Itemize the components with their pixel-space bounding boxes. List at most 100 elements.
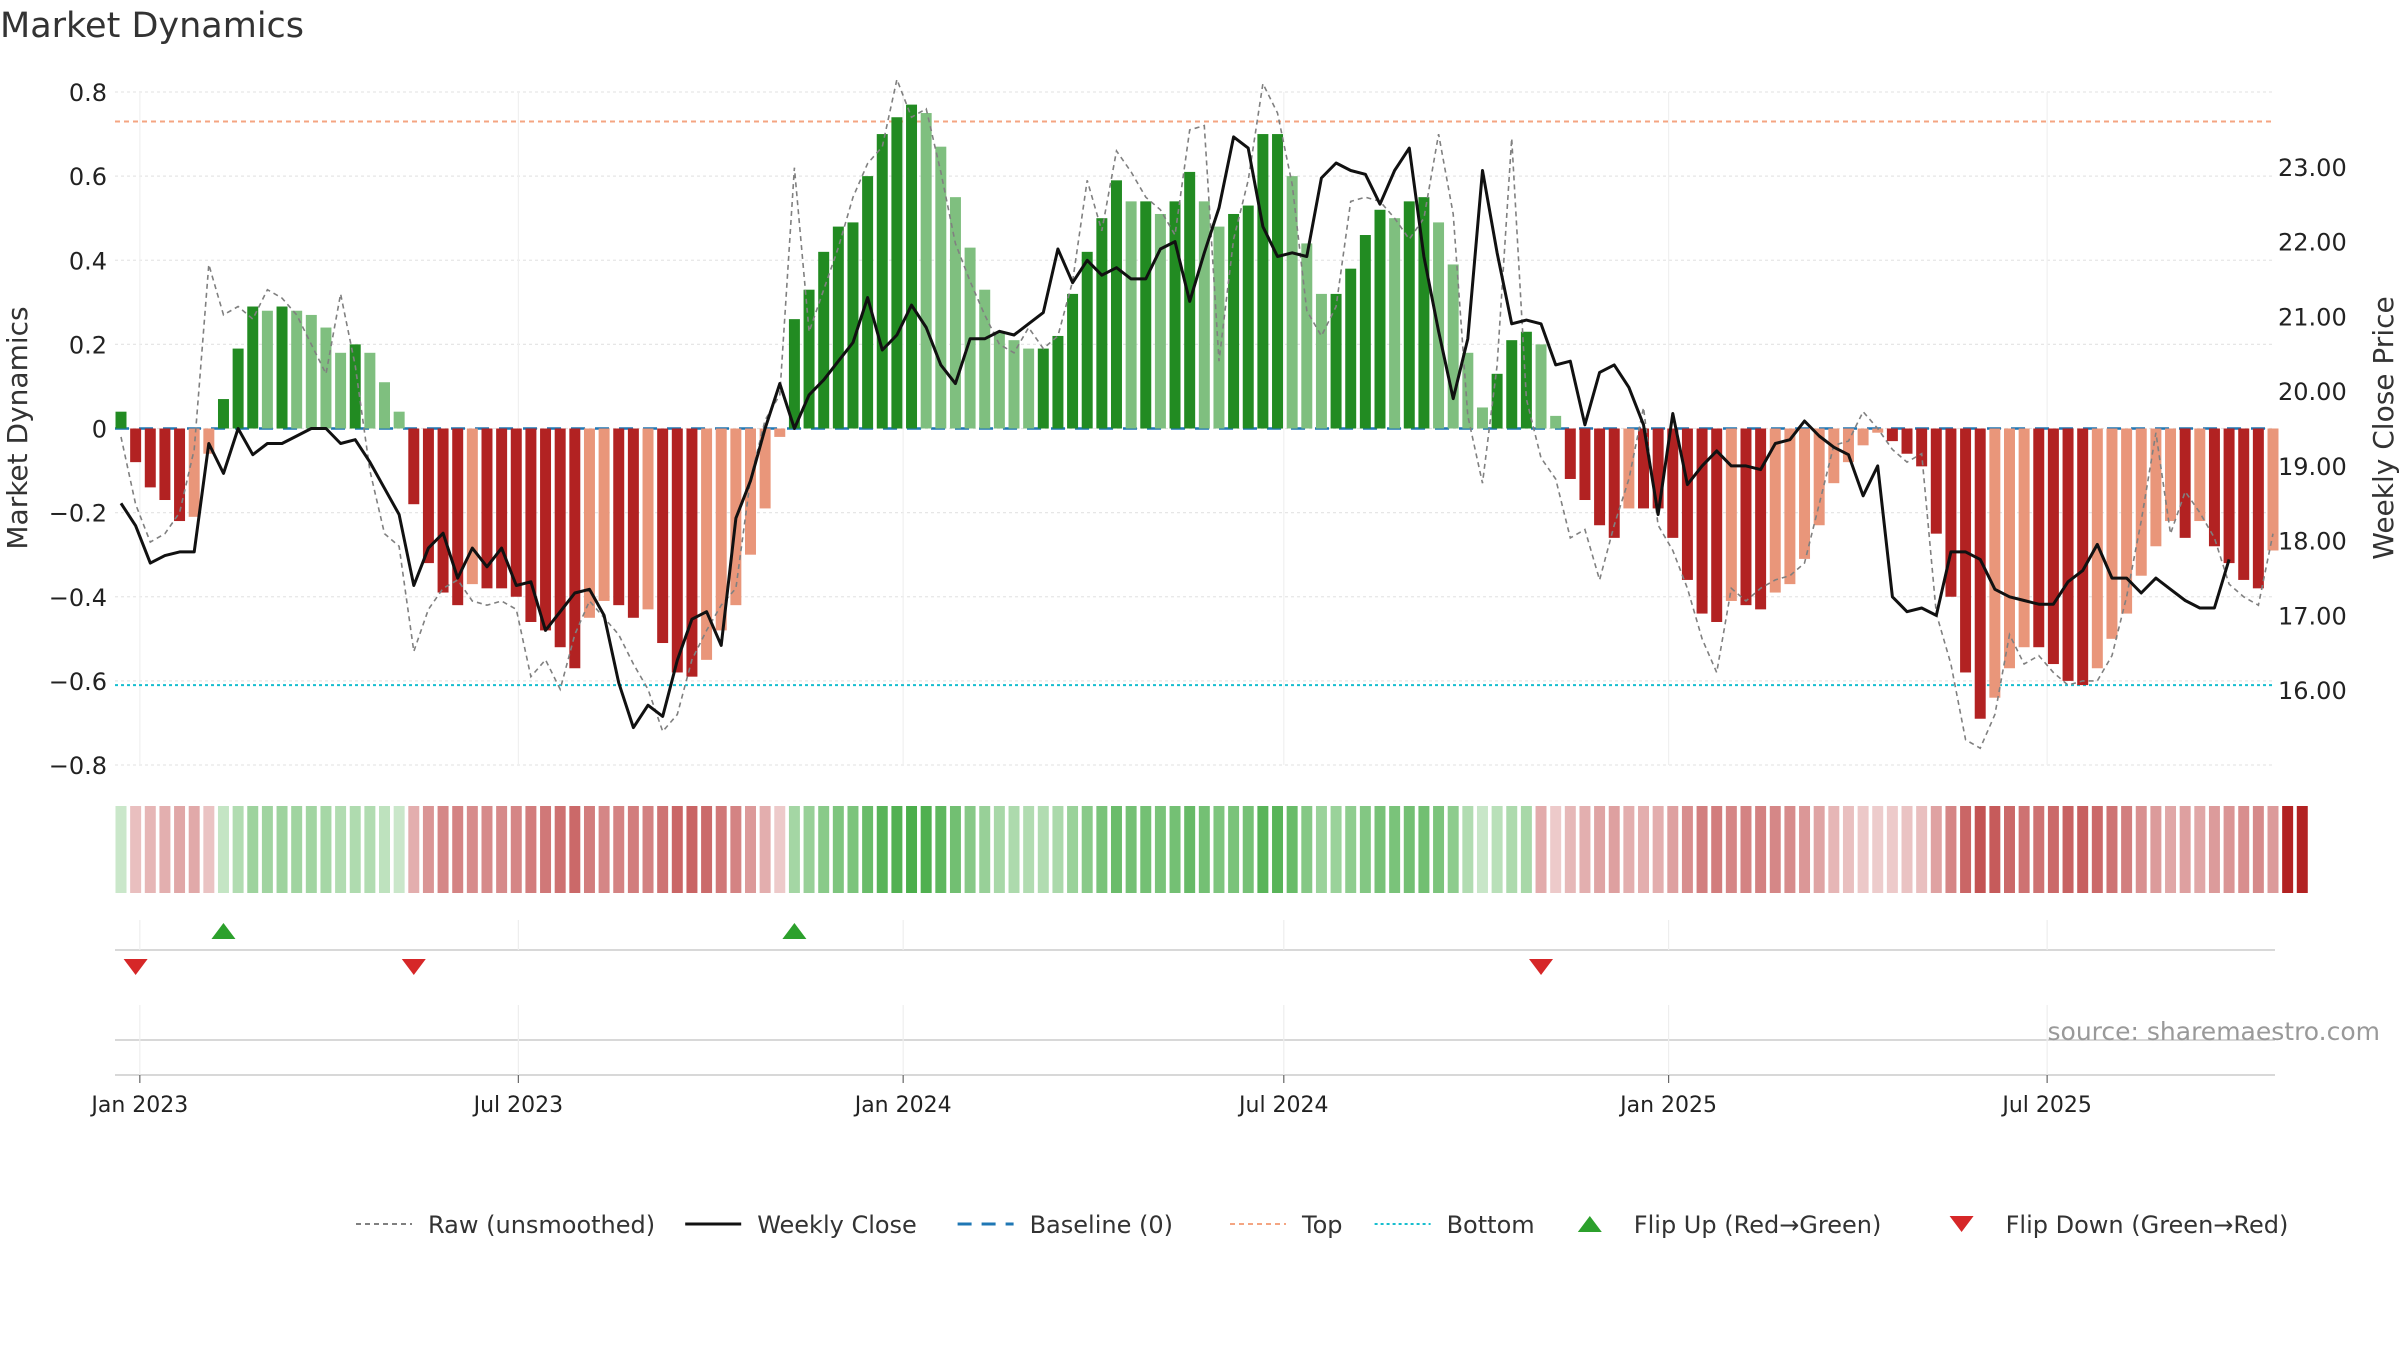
dynamics-bar [1579,428,1591,501]
regime-cell [1740,806,1752,893]
dynamics-bar [759,428,771,509]
regime-cell [1272,806,1284,893]
dynamics-bar [2004,428,2015,669]
legend-label: Weekly Close [757,1211,917,1239]
regime-cell [627,806,639,893]
dynamics-bar [1608,428,1620,538]
regime-cell [583,806,595,893]
regime-cell [1974,806,1986,893]
regime-cell [305,806,317,893]
regime-cell [2018,806,2030,893]
regime-cell [1506,806,1518,893]
dynamics-bar [130,428,142,463]
regime-cell [876,806,888,893]
regime-cell [1140,806,1152,893]
dynamics-bar [349,344,361,429]
dynamics-bar [2165,428,2177,522]
weekly-close-line [119,135,2231,730]
regime-cell [1652,806,1664,893]
regime-cell [1813,806,1825,893]
dynamics-bar [320,327,332,429]
legend-swatch-flip-down [1949,1216,1974,1232]
dynamics-bar [188,428,200,517]
dynamics-bar [217,399,229,429]
regime-cell [832,806,844,893]
regime-cell [964,806,976,893]
dynamics-bar [993,331,1005,429]
dynamics-bar [1228,213,1240,429]
dynamics-bar [1696,428,1708,614]
regime-cell [2267,806,2279,893]
dynamics-bar [1725,428,1737,601]
y2-tick-label: 17.00 [2278,602,2347,630]
regime-cell [1681,806,1693,893]
dynamics-bar [1389,218,1401,429]
regime-cell [1052,806,1064,893]
dynamics-bar [1945,428,1957,597]
regime-cell [1799,806,1811,893]
dynamics-bar [1286,176,1298,429]
dynamics-bar [642,428,654,610]
legend-swatch-flip-up [1577,1216,1602,1232]
dynamics-bar [1799,428,1811,559]
dynamics-bar [174,428,186,522]
dynamics-bar [408,428,420,505]
y-tick-label: −0.2 [49,500,107,528]
regime-cell [525,806,537,893]
regime-cell [1081,806,1093,893]
regime-cell [2121,806,2133,893]
regime-cell [1257,806,1269,893]
dynamics-bar [1067,293,1079,429]
dynamics-bar [1023,348,1035,429]
dynamics-bar [1272,134,1284,429]
regime-cell [1198,806,1210,893]
dynamics-bar [437,428,449,593]
dynamics-bar [1037,348,1049,429]
dynamics-bar [979,289,991,429]
regime-cell [2252,806,2264,893]
regime-cell [510,806,522,893]
dynamics-bar [2223,428,2235,564]
dynamics-bar [1081,251,1093,429]
regime-cell [1154,806,1166,893]
raw-series [120,76,2274,750]
regime-cell [130,806,142,893]
dynamics-bar [832,226,844,429]
legend: Raw (unsmoothed) Weekly Close Baseline (0)… [356,1211,2288,1239]
regime-cell [1228,806,1240,893]
y2-tick-label: 20.00 [2278,378,2347,406]
dynamics-bar [1125,201,1137,429]
regime-cell [379,806,390,893]
regime-cell [1301,806,1313,893]
dynamics-bar [1857,428,1869,446]
dynamics-bar [2033,428,2045,648]
y2-tick-label: 16.00 [2278,677,2347,705]
dynamics-bar [657,428,669,644]
regime-cell [1037,806,1049,893]
dynamics-bar [1096,218,1108,429]
dynamics-bar [2150,428,2162,547]
flip-down-marker [123,959,148,975]
dynamics-bar [1154,213,1166,429]
regime-cell [159,806,171,893]
y2-tick-label: 19.00 [2278,453,2347,481]
dynamics-bar [115,411,127,429]
flip-up-marker [782,923,807,939]
dynamics-bar [2252,428,2264,589]
dynamics-bar [715,428,727,631]
regime-strip [115,806,2308,893]
y-tick-label: 0 [92,416,107,444]
dynamics-bar [1594,428,1606,526]
regime-cell [1667,806,1679,893]
regime-cell [2179,806,2191,893]
regime-cell [1842,806,1854,893]
regime-cell [2150,806,2162,893]
regime-cell [2282,806,2294,893]
regime-cell [276,806,288,893]
dynamics-bar [1257,134,1269,429]
dynamics-bar [1447,264,1459,429]
regime-cell [1594,806,1606,893]
dynamics-bar [261,310,273,429]
dynamics-bar [1476,407,1488,429]
regime-cell [1067,806,1079,893]
